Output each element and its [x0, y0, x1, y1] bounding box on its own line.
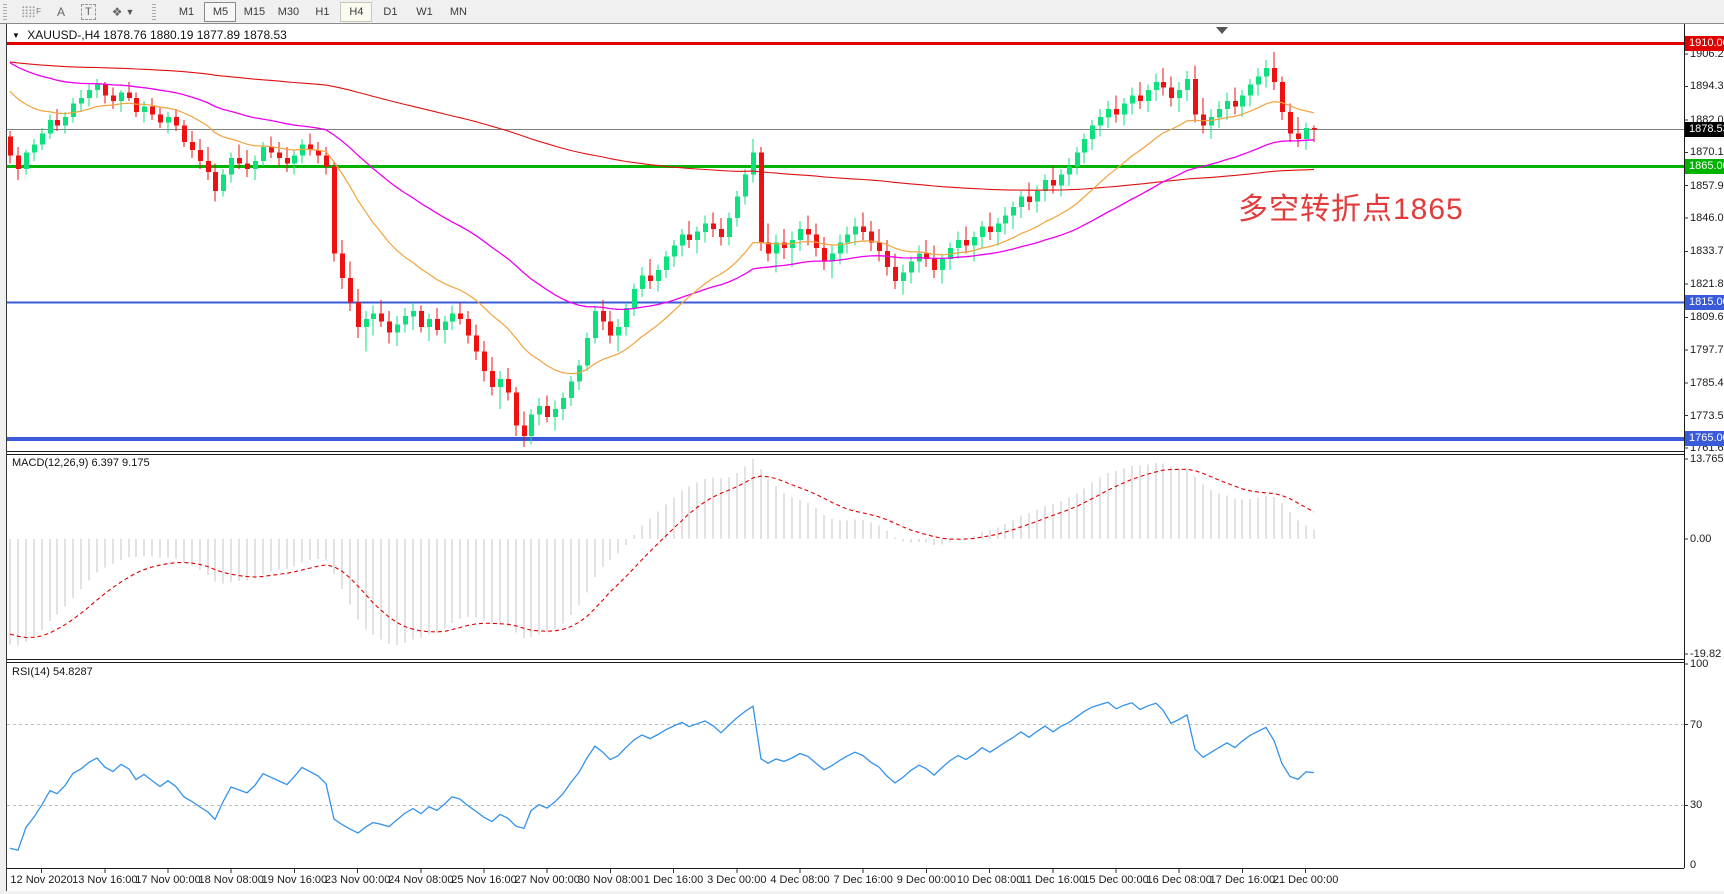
- timeframe-button-m1[interactable]: M1: [178, 5, 195, 18]
- price-tick-label: 1797.70: [1690, 343, 1724, 356]
- timeframe-button-h1[interactable]: H1: [315, 5, 330, 18]
- timeframe-button-mn[interactable]: MN: [449, 5, 467, 18]
- toolbar: ⣿⣿ F A T ❖ ▼ M1 M5 M15 M30 H1 H4 D1 W1 MN: [0, 0, 1724, 24]
- timeframe-button-h4[interactable]: H4: [340, 1, 373, 22]
- price-tick-label: 1773.55: [1690, 409, 1724, 422]
- timeframe-button-d1[interactable]: D1: [383, 5, 398, 18]
- candles-layer: [8, 51, 1317, 448]
- text-tool-icon[interactable]: T: [73, 2, 104, 22]
- time-tick-label: 4 Dec 08:00: [770, 874, 830, 886]
- rsi-line: [9, 701, 1315, 851]
- price-level-label: 1815.00: [1685, 295, 1724, 311]
- price-level-label: 1910.00: [1685, 36, 1724, 52]
- chart-title: ▼ XAUUSD-,H4 1878.76 1880.19 1877.89 187…: [12, 28, 287, 42]
- macd-tick-label: 0.00: [1690, 533, 1712, 545]
- rsi-tick-label: 70: [1690, 718, 1703, 731]
- macd-tick-label: 13.765: [1690, 453, 1724, 466]
- price-level-label: 1765.00: [1685, 431, 1724, 447]
- rsi-panel[interactable]: [7, 663, 1684, 868]
- window-left-border: [0, 24, 6, 894]
- time-tick-label: 19 Nov 16:00: [261, 874, 328, 886]
- time-tick-label: 18 Nov 08:00: [198, 874, 264, 886]
- text-label-tool-icon[interactable]: A: [57, 4, 66, 19]
- collapse-triangle-icon[interactable]: ▼: [12, 31, 20, 40]
- ohlc-values: 1878.76 1880.19 1877.89 1878.53: [103, 28, 287, 42]
- price-level-label: 1878.53: [1685, 121, 1724, 137]
- macd-indicator-label: MACD(12,26,9) 6.397 9.175: [12, 457, 150, 469]
- main-price-chart[interactable]: [7, 26, 1684, 451]
- time-tick-label: 9 Dec 00:00: [896, 874, 957, 886]
- price-tick-label: 1857.90: [1690, 179, 1724, 192]
- macd-signal-line: [9, 468, 1315, 639]
- time-tick-label: 1 Dec 16:00: [643, 874, 704, 886]
- time-tick-label: 15 Dec 00:00: [1083, 874, 1149, 886]
- price-tick-label: 1833.75: [1690, 245, 1724, 258]
- rsi-indicator-label: RSI(14) 54.8287: [12, 666, 93, 678]
- timeframe-button-m5[interactable]: M5: [204, 1, 237, 22]
- timeframe-button-m15[interactable]: M15: [243, 5, 266, 18]
- arrows-tool-icon[interactable]: ❖ ▼: [111, 4, 135, 19]
- price-tick-label: 1894.30: [1690, 80, 1724, 93]
- rsi-tick-label: 100: [1690, 658, 1709, 670]
- time-tick-label: 24 Nov 08:00: [388, 874, 454, 886]
- ma-medium-line: [9, 62, 1315, 311]
- price-tick-label: 1846.00: [1690, 212, 1724, 225]
- timeframe-buttons: M1 M5 M15 M30 H1 H4 D1 W1 MN: [170, 1, 474, 22]
- price-tick-label: 1870.15: [1690, 146, 1724, 159]
- time-tick-label: 23 Nov 00:00: [324, 874, 391, 886]
- time-tick-label: 21 Dec 00:00: [1272, 874, 1339, 886]
- macd-tick-label: -19.82: [1690, 647, 1722, 660]
- timeframe-button-m30[interactable]: M30: [277, 5, 300, 18]
- time-tick-label: 7 Dec 16:00: [833, 874, 893, 886]
- time-tick-label: 25 Nov 16:00: [451, 874, 517, 886]
- time-tick-label: 17 Nov 00:00: [135, 874, 201, 886]
- time-tick-label: 3 Dec 00:00: [707, 874, 767, 886]
- time-tick-label: 10 Dec 08:00: [956, 874, 1023, 886]
- time-tick-label: 16 Dec 08:00: [1146, 874, 1212, 886]
- time-tick-label: 13 Nov 16:00: [72, 874, 138, 886]
- time-tick-label: 17 Dec 16:00: [1209, 874, 1276, 886]
- price-tick-label: 1809.60: [1690, 311, 1724, 324]
- rsi-tick-label: 30: [1690, 799, 1703, 812]
- time-tick-label: 30 Nov 08:00: [577, 874, 644, 886]
- macd-histogram-layer: [9, 459, 1315, 646]
- chevron-down-icon: ▼: [125, 6, 135, 17]
- time-tick-label: 11 Dec 16:00: [1020, 874, 1086, 886]
- window-bottom-border: [0, 891, 1724, 894]
- toolbar-drag-handle[interactable]: [152, 3, 157, 20]
- timeframe-button-w1[interactable]: W1: [416, 5, 433, 18]
- rsi-zero-label: 0: [1690, 859, 1697, 871]
- price-tick-label: 1821.85: [1690, 277, 1724, 290]
- ma-slow-line: [9, 61, 1315, 191]
- fibonacci-tool-icon[interactable]: ⣿⣿ F: [21, 5, 42, 18]
- toolbar-drag-handle[interactable]: [3, 3, 7, 20]
- time-tick-label: 12 Nov 2020: [10, 874, 73, 886]
- symbol-period-label: XAUUSD-,H4: [27, 28, 100, 42]
- macd-panel[interactable]: [7, 455, 1684, 659]
- chart-shift-marker-icon: [1216, 27, 1228, 34]
- chart-annotation-text[interactable]: 多空转折点1865: [1238, 193, 1464, 226]
- time-tick-label: 27 Nov 00:00: [514, 874, 580, 886]
- ma-fast-line: [9, 90, 1315, 375]
- price-tick-label: 1785.45: [1690, 377, 1724, 390]
- price-level-label: 1865.00: [1685, 158, 1724, 174]
